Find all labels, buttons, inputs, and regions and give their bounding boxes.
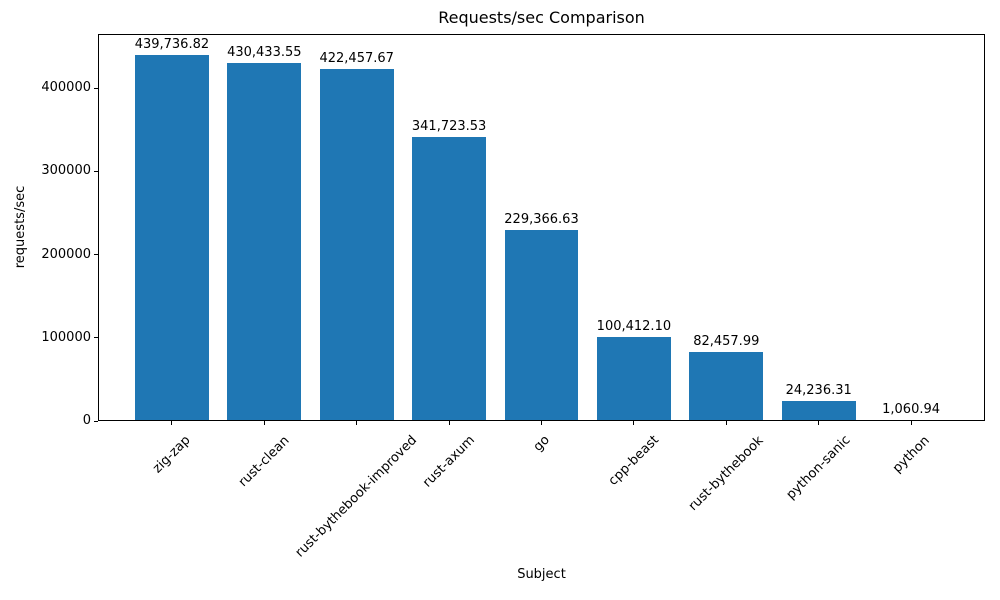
y-tick-mark [94,420,98,422]
x-tick-mark [541,421,542,425]
x-tick-label: zig-zap [150,432,194,477]
x-tick-label: rust-axum [419,433,478,491]
x-tick-mark [818,421,820,425]
bar [319,69,394,421]
y-tick-mark [94,170,98,172]
x-tick-label: rust-bythebook [685,432,767,514]
bar-value-label: 422,457.67 [319,51,394,66]
bar [874,420,949,421]
x-tick-mark [725,421,727,425]
y-tick-mark [94,254,98,256]
bar [504,230,579,421]
x-tick-label: go [530,432,553,455]
bar-value-label: 82,457.99 [693,334,760,349]
x-tick-label: rust-bythebook-improved [292,432,421,561]
bar [781,401,856,421]
x-tick-label: rust-clean [235,432,293,490]
bar [227,63,302,421]
bar [412,137,487,421]
bar-value-label: 341,723.53 [411,119,487,134]
bar-value-label: 100,412.10 [596,319,672,334]
bar-value-label: 439,736.82 [134,37,210,52]
bar [689,352,764,421]
bar-value-label: 1,060.94 [882,402,941,417]
bar [134,55,209,421]
x-tick-mark [910,421,912,425]
x-tick-mark [448,421,450,425]
bar-value-label: 430,433.55 [227,45,302,60]
x-tick-mark [171,421,173,425]
x-tick-label: python-sanic [783,433,854,503]
y-tick-label: 400000 [41,80,91,96]
x-tick-mark [633,421,635,425]
x-tick-label: cpp-beast [605,432,662,490]
x-tick-label: python [889,432,933,476]
y-tick-label: 300000 [41,163,91,179]
x-axis-label: Subject [517,567,566,582]
y-tick-label: 100000 [41,329,91,345]
y-tick-label: 200000 [41,246,91,262]
bar [596,337,671,421]
bar-value-label: 24,236.31 [785,383,852,398]
x-tick-mark [263,421,265,425]
chart-title: Requests/sec Comparison [438,8,645,27]
x-tick-mark [356,421,358,425]
bar-value-label: 229,366.63 [504,212,579,227]
y-tick-mark [94,337,98,339]
y-tick-mark [94,87,98,89]
y-tick-label: 0 [82,413,91,428]
